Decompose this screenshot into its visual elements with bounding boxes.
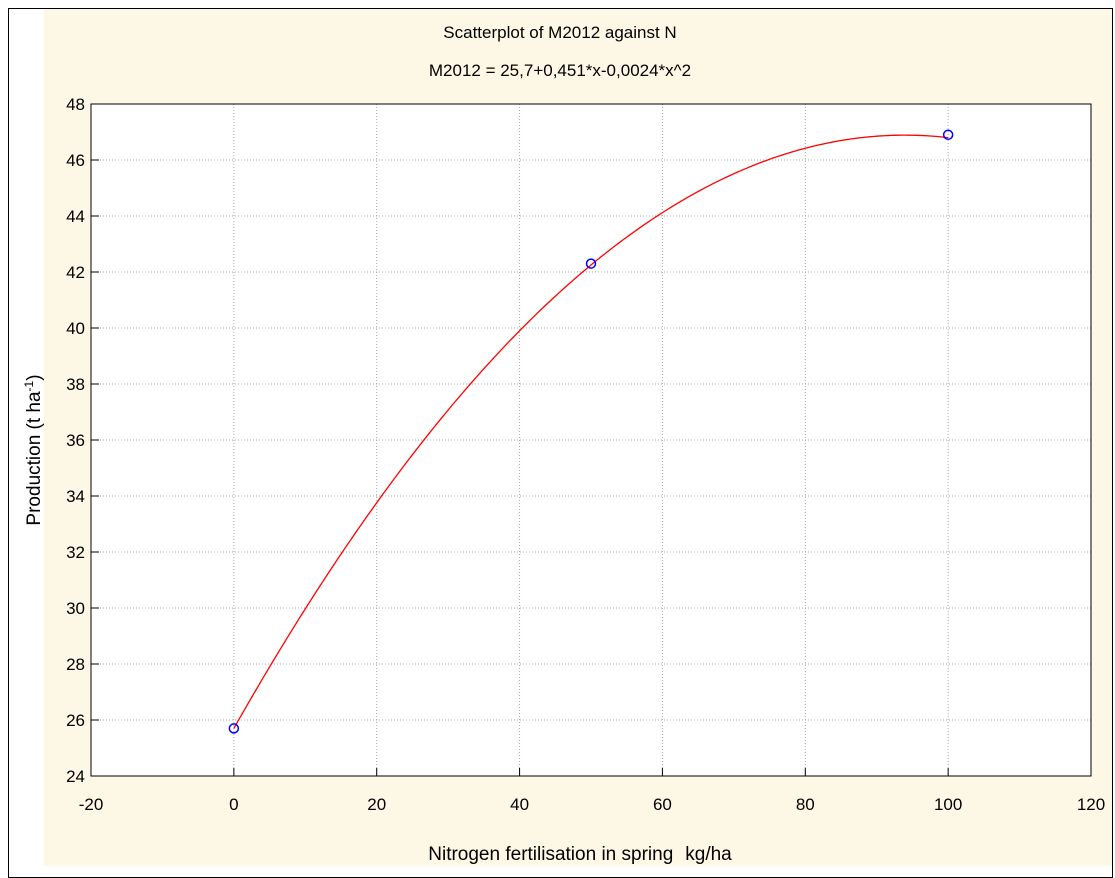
- x-tick-label: -20: [79, 795, 104, 814]
- y-axis-label-close: ): [24, 374, 45, 380]
- y-tick-label: 30: [66, 599, 85, 618]
- x-axis-label-unit: kg/ha: [685, 844, 732, 865]
- plot-area: [91, 104, 1091, 776]
- y-tick-label: 48: [66, 95, 85, 114]
- y-tick-label: 36: [66, 431, 85, 450]
- chart-subtitle: M2012 = 25,7+0,451*x-0,0024*x^2: [429, 61, 691, 80]
- y-axis-label-superscript: -1: [22, 380, 36, 391]
- x-tick-label: 80: [796, 795, 815, 814]
- y-tick-label: 34: [66, 487, 85, 506]
- chart-title: Scatterplot of M2012 against N: [443, 23, 676, 42]
- y-tick-label: 44: [66, 207, 85, 226]
- x-axis-label: Nitrogen fertilisation in spring kg/ha: [428, 844, 732, 865]
- y-tick-label: 46: [66, 151, 85, 170]
- x-axis-label-main: Nitrogen fertilisation in spring: [428, 844, 673, 865]
- fit-curve: [233, 134, 949, 729]
- data-point: [942, 129, 954, 141]
- y-axis-label: Production (t ha-1): [22, 374, 45, 525]
- x-tick-label: 120: [1077, 795, 1105, 814]
- x-tick-label: 0: [229, 795, 238, 814]
- x-tick-label: 20: [367, 795, 386, 814]
- x-tick-label: 60: [653, 795, 672, 814]
- data-point: [228, 723, 240, 734]
- grid-lines: [91, 104, 1091, 776]
- y-tick-label: 26: [66, 711, 85, 730]
- y-tick-label: 42: [66, 263, 85, 282]
- y-tick-label: 24: [66, 767, 85, 786]
- axes: [90, 103, 1092, 777]
- y-tick-label: 38: [66, 375, 85, 394]
- data-point: [585, 258, 597, 269]
- y-axis-label-main: Production (t ha: [24, 391, 45, 526]
- fit-curve-group: [233, 134, 949, 729]
- y-tick-label: 32: [66, 543, 85, 562]
- data-points: [228, 129, 954, 734]
- x-tick-label: 100: [934, 795, 962, 814]
- y-tick-label: 28: [66, 655, 85, 674]
- y-tick-label: 40: [66, 319, 85, 338]
- x-tick-label: 40: [510, 795, 529, 814]
- tick-labels: -20 0 20 40 60 80 100 120 24 26 28 30 32 34 36 38 40 42 44…: [66, 95, 1105, 814]
